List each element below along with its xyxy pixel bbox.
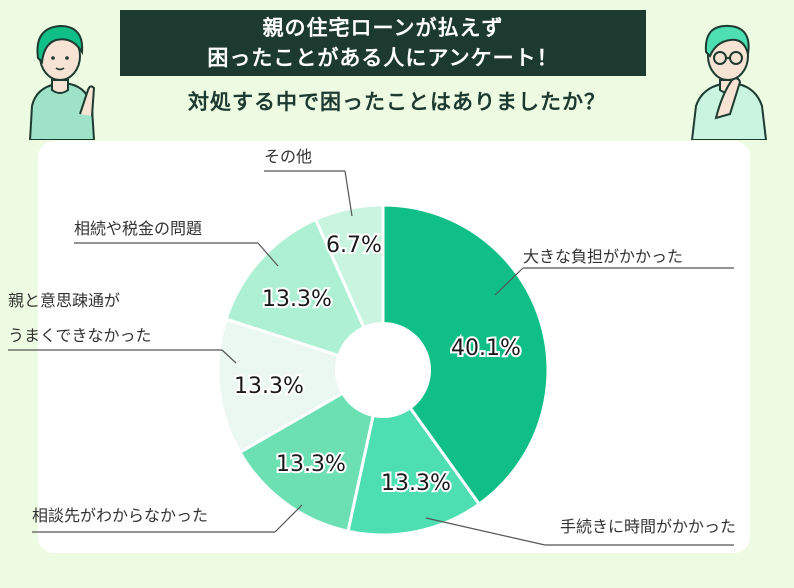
pie-slice	[224, 217, 386, 373]
slice-category-label: 親と意思疎通が	[8, 291, 120, 310]
donut-hole	[335, 322, 431, 418]
slice-value-label: 13.3%	[262, 287, 332, 312]
leader-line	[425, 517, 546, 546]
pie-slice	[381, 203, 550, 507]
slice-value-label: 6.7%	[326, 233, 382, 258]
man-illustration	[690, 24, 768, 140]
title-line-1: 親の住宅ローンが払えず	[262, 16, 504, 40]
slice-value-label: 13.3%	[234, 374, 304, 399]
slice-value-label: 40.1%	[451, 336, 521, 361]
slice-category-label: 相続や税金の問題	[74, 219, 202, 238]
woman-illustration	[28, 24, 96, 140]
slice-category-label: 相談先がわからなかった	[32, 506, 208, 525]
title-banner: 親の住宅ローンが払えず 困ったことがある人にアンケート！	[120, 10, 646, 76]
slice-category-label: 大きな負担がかかった	[523, 247, 683, 266]
pie-slice	[216, 317, 387, 455]
slice-category-label: うまくできなかった	[8, 326, 152, 345]
pie-slice	[237, 367, 386, 534]
leader-line	[274, 504, 303, 533]
leader-line	[221, 349, 237, 364]
slice-category-label: 手続きに時間がかかった	[560, 517, 736, 536]
leader-line	[344, 170, 353, 217]
slice-value-label: 13.3%	[276, 452, 346, 477]
leader-line	[257, 242, 279, 267]
slice-value-label: 13.3%	[381, 471, 451, 496]
title-line-2: 困ったことがある人にアンケート！	[207, 46, 559, 70]
slice-category-label: その他	[264, 147, 312, 166]
leader-line	[494, 267, 524, 296]
question-text: 対処する中で困ったことはありましたか？	[188, 90, 606, 114]
